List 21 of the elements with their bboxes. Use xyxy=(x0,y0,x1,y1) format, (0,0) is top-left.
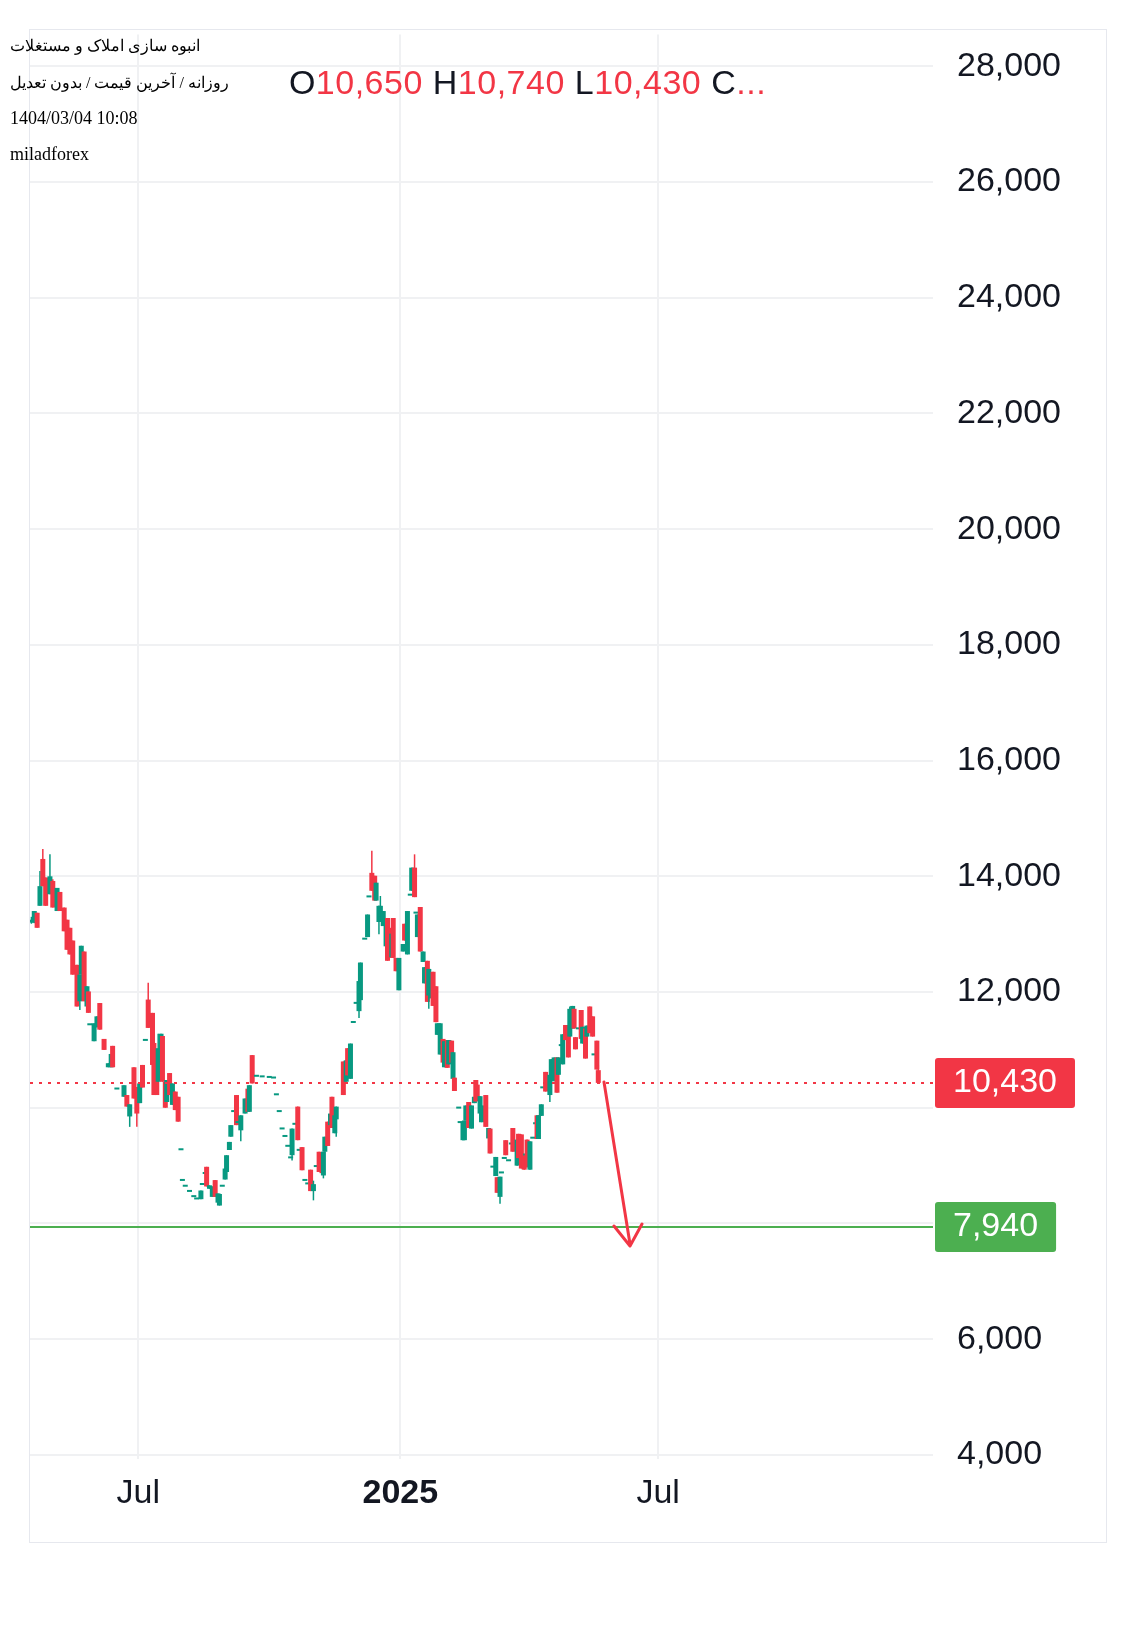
y-tick-label: 18,000 xyxy=(957,623,1061,662)
y-tick-label: 24,000 xyxy=(957,276,1061,315)
x-tick-label: Jul xyxy=(636,1471,680,1510)
text: روزانه / آخرین قیمت / بدون تعدیل xyxy=(10,72,229,92)
y-tick-label: 28,000 xyxy=(957,44,1061,83)
ref-line-label: 7,940 xyxy=(953,1205,1039,1244)
x-tick-label: 2025 xyxy=(362,1471,439,1510)
y-tick-label: 20,000 xyxy=(957,507,1061,546)
y-tick-label: 6,000 xyxy=(957,1317,1043,1356)
annotation: O10,650 H10,740 L10,430 C... xyxy=(288,62,767,101)
chart-title: انبوه سازی املاک و مستغلات xyxy=(10,36,201,57)
y-tick-label: 14,000 xyxy=(957,854,1061,893)
x-tick-label: Jul xyxy=(116,1471,160,1510)
y-tick-label: 22,000 xyxy=(957,391,1061,430)
y-tick-label: 12,000 xyxy=(957,970,1061,1009)
y-tick-label: 16,000 xyxy=(957,738,1061,777)
y-tick-label: 26,000 xyxy=(957,160,1061,199)
y-tick-label: 4,000 xyxy=(957,1433,1043,1472)
ref-line-label: 10,430 xyxy=(953,1061,1057,1100)
annotation: miladforex xyxy=(10,143,90,166)
annotation: 1404/03/04 10:08 xyxy=(10,107,139,130)
